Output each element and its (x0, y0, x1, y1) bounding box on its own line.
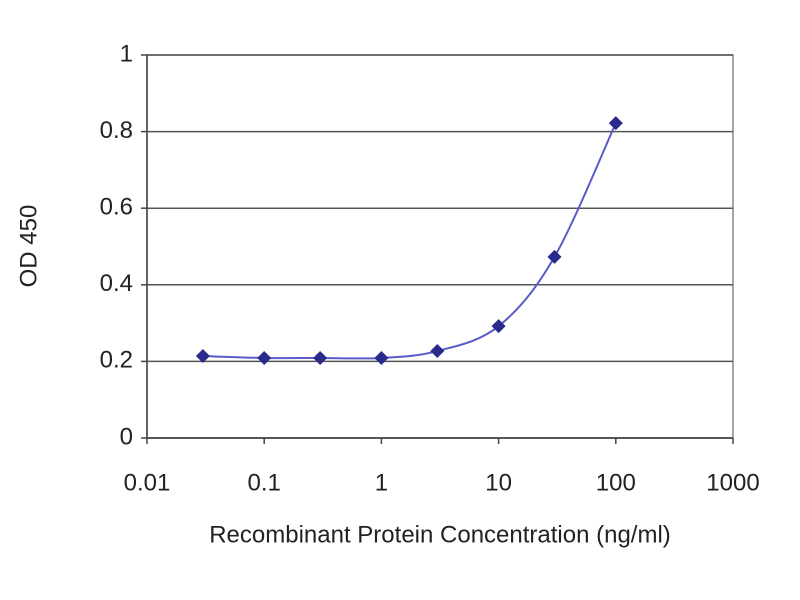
marker (313, 350, 328, 365)
x-axis-label: Recombinant Protein Concentration (ng/ml… (209, 521, 671, 548)
marker (257, 350, 272, 365)
marker (547, 249, 562, 264)
y-tick-label: 0.4 (100, 270, 133, 297)
x-tick-label: 1 (375, 469, 388, 496)
y-axis-label: OD 450 (15, 205, 42, 288)
y-tick-label: 0.8 (100, 117, 133, 144)
marker (430, 344, 445, 359)
x-tick-label: 10 (485, 469, 512, 496)
x-tick-label: 0.01 (124, 469, 171, 496)
marker (608, 116, 623, 131)
plot-area (146, 54, 734, 439)
y-tick-label: 0.6 (100, 194, 133, 221)
marker (374, 350, 389, 365)
marker (195, 349, 210, 364)
marker (491, 319, 506, 334)
x-tick-label: 100 (596, 469, 636, 496)
y-tick-label: 1 (120, 40, 133, 67)
x-tick-label: 1000 (706, 469, 759, 496)
x-tick-label: 0.1 (248, 469, 281, 496)
y-tick-label: 0 (120, 423, 133, 450)
y-tick-label: 0.2 (100, 347, 133, 374)
